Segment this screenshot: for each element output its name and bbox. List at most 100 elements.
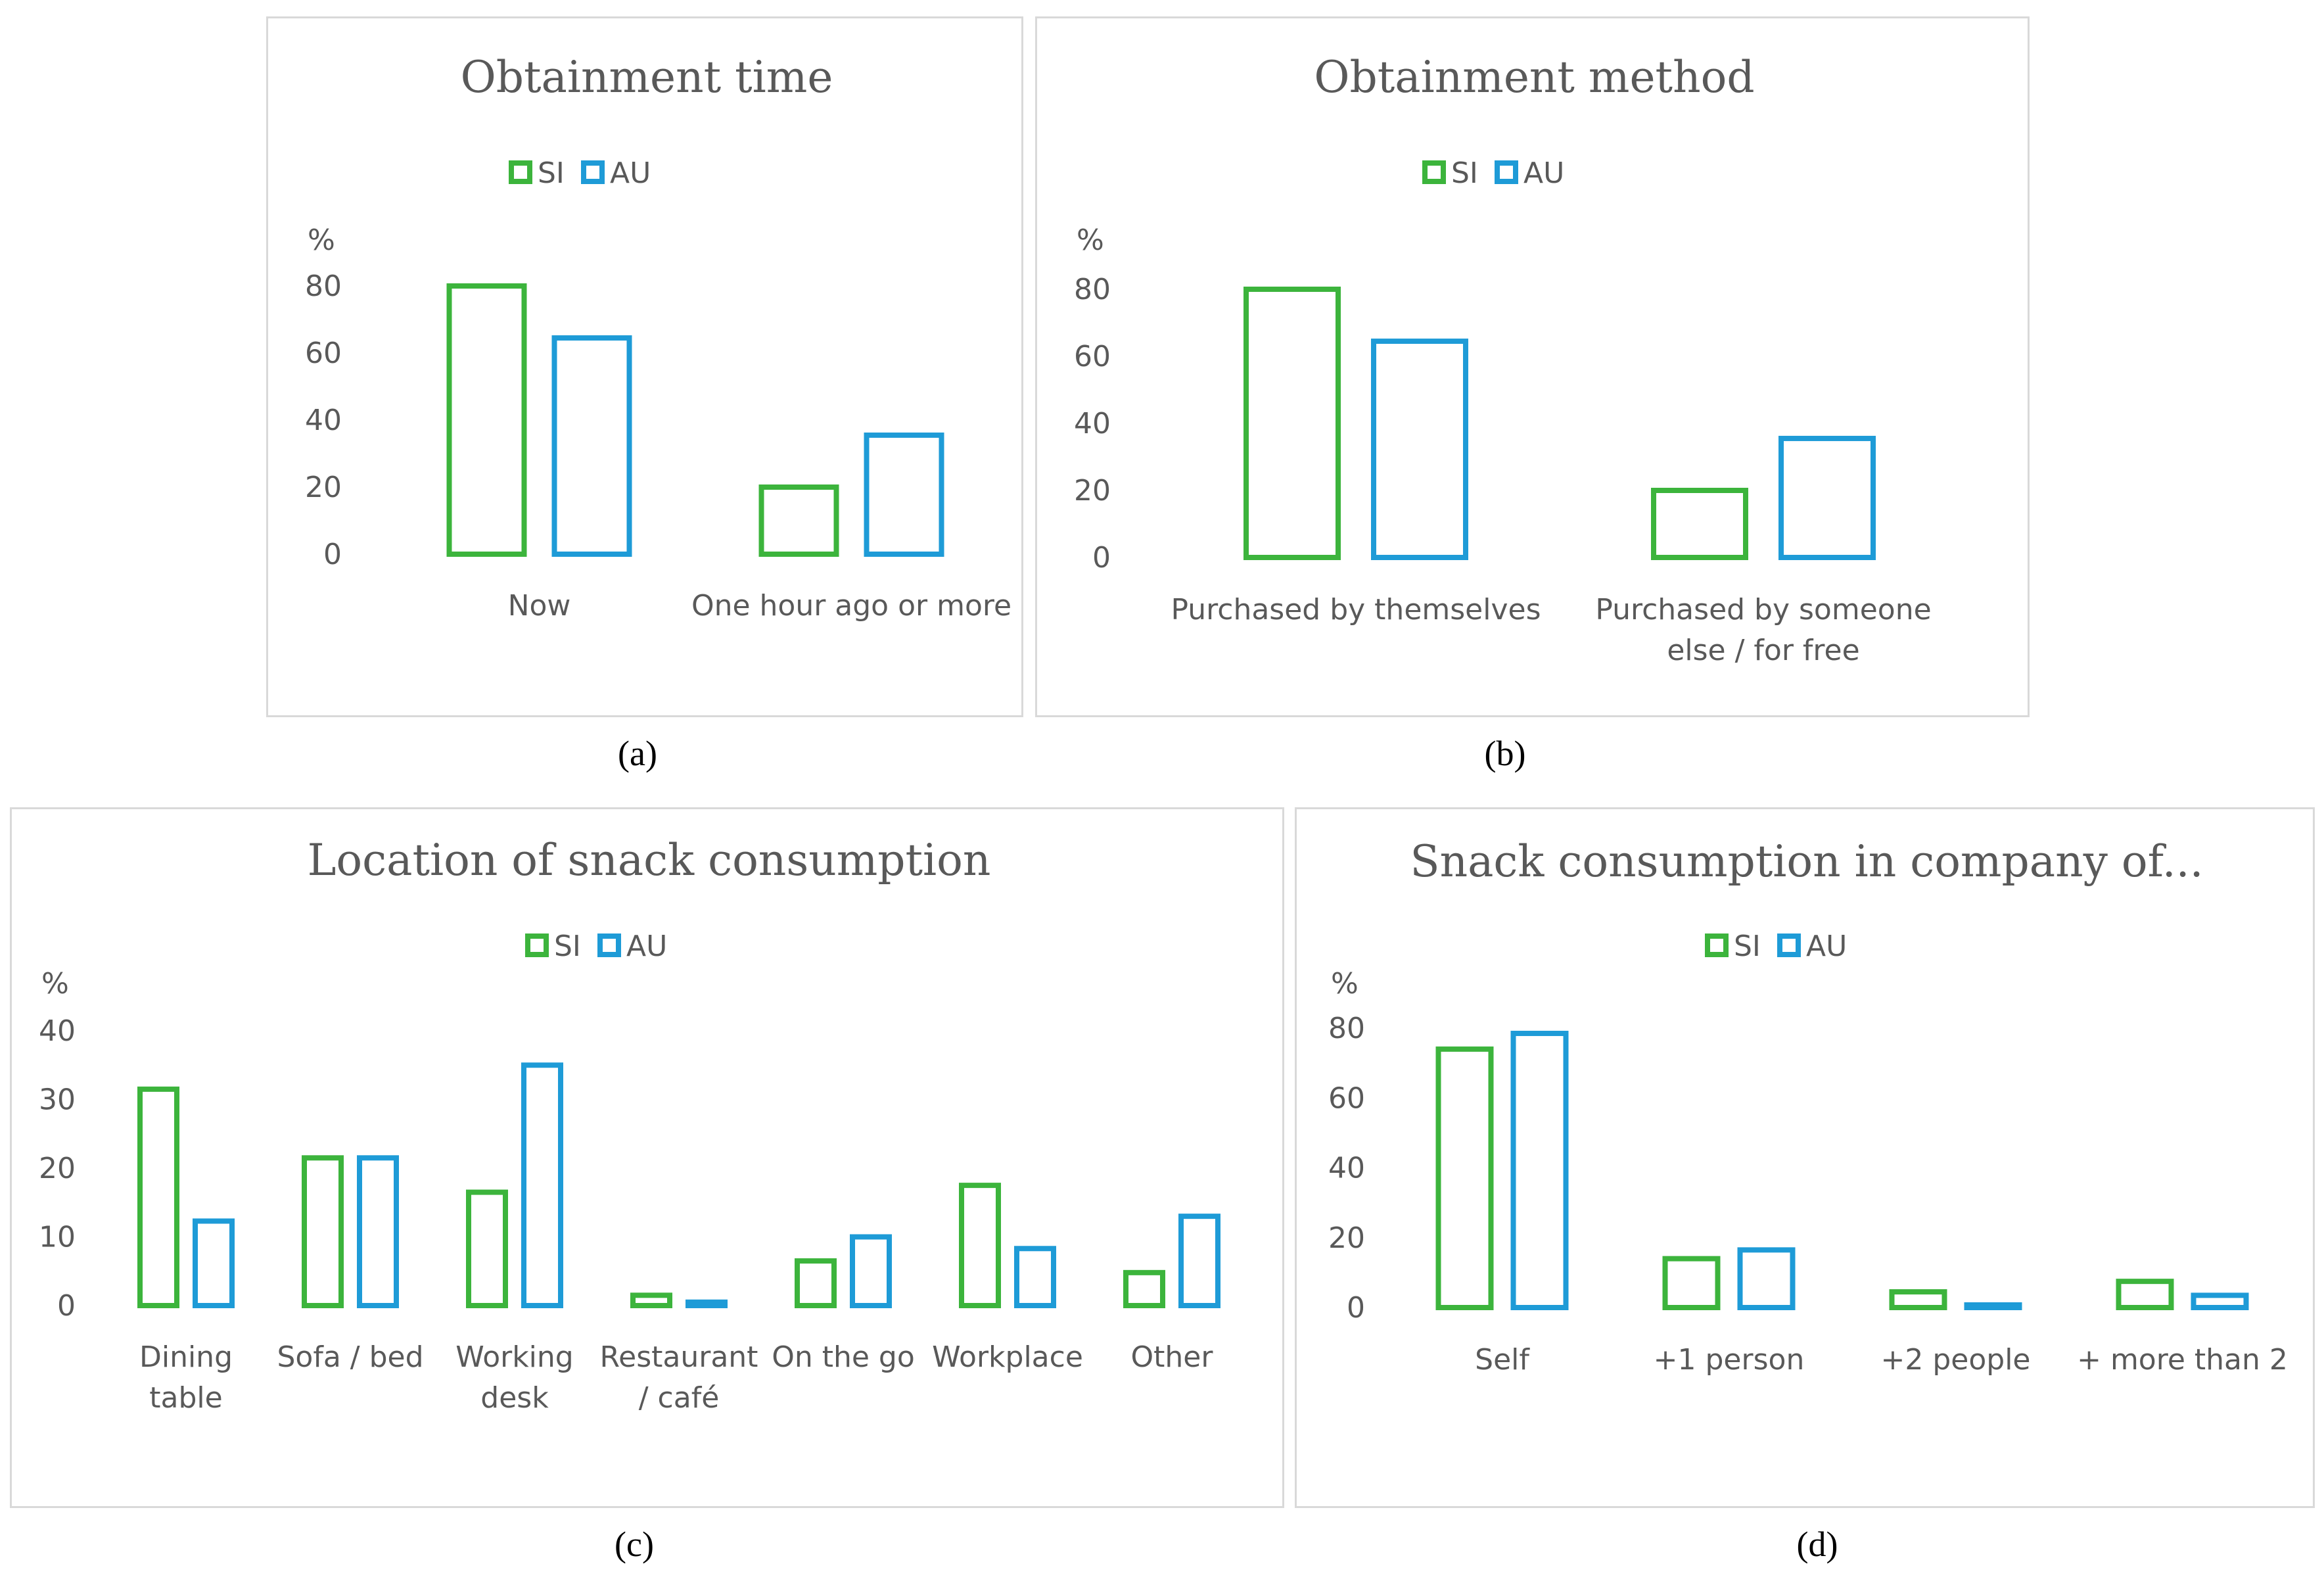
category-label: desk: [480, 1381, 549, 1415]
bar-au-0: [1371, 339, 1468, 560]
y-tick-label: 80: [1074, 273, 1111, 306]
legend-label-si: SI: [1451, 156, 1478, 190]
bar-au-2: [1964, 1302, 2022, 1310]
bar-au-2: [521, 1062, 563, 1308]
chart-panel-b: Obtainment method SI AU% 0 20 40 60 80 Purchased…: [1035, 16, 2030, 717]
bar-si-2: [1889, 1289, 1947, 1310]
category-label: Working: [455, 1340, 573, 1374]
y-tick-label: 30: [39, 1083, 76, 1117]
y-tick-label: 20: [39, 1152, 76, 1185]
category-label: Now: [508, 589, 571, 623]
category-label: One hour ago or more: [691, 589, 1011, 623]
y-axis-unit: %: [1331, 967, 1359, 1001]
bar-si-1: [1651, 488, 1748, 560]
legend-label-si: SI: [1734, 930, 1761, 963]
bar-si-1: [302, 1155, 344, 1309]
bar-si-6: [1123, 1269, 1165, 1309]
legend-swatch-au: [581, 160, 605, 184]
chart-panel-d: Snack consumption in company of... SI AU% 0…: [1295, 807, 2315, 1508]
bar-au-3: [2191, 1292, 2249, 1310]
chart-panel-c: Location of snack consumption SI AU% 0 10 20 3…: [10, 807, 1284, 1508]
category-label: Purchased by themselves: [1171, 593, 1541, 626]
legend-swatch-si: [1422, 160, 1446, 184]
bar-si-2: [466, 1189, 508, 1309]
y-tick-label: 20: [305, 471, 342, 504]
chart-c-svg: Location of snack consumption SI AU% 0 10 20 3…: [39, 835, 1220, 1415]
caption-c: (c): [615, 1524, 654, 1564]
chart-title: Obtainment method: [1314, 52, 1754, 103]
category-label: else / for free: [1667, 634, 1859, 667]
y-tick-label: 40: [1328, 1152, 1365, 1185]
y-axis-unit: %: [308, 224, 335, 257]
bar-au-0: [193, 1218, 235, 1309]
bar-au-5: [1014, 1246, 1056, 1309]
y-tick-label: 0: [57, 1289, 76, 1323]
category-label: Dining: [139, 1340, 233, 1374]
bar-au-0: [551, 335, 632, 557]
bar-au-0: [1510, 1030, 1569, 1310]
caption-b: (b): [1484, 734, 1526, 773]
y-axis-unit: %: [1077, 224, 1104, 257]
y-tick-label: 40: [1074, 407, 1111, 440]
bar-si-5: [959, 1183, 1001, 1308]
chart-title: Snack consumption in company of...: [1410, 836, 2203, 887]
chart-a-svg: Obtainment time SI AU% 0 20 40 60 80 Now One hour…: [305, 52, 1011, 623]
category-label: +2 people: [1881, 1343, 2031, 1377]
y-tick-label: 80: [305, 270, 342, 303]
y-tick-label: 80: [1328, 1012, 1365, 1045]
y-tick-label: 60: [1328, 1081, 1365, 1115]
legend-label-au: AU: [1523, 156, 1564, 190]
bar-si-1: [1662, 1256, 1721, 1310]
category-label: table: [149, 1381, 222, 1415]
legend-label-au: AU: [626, 930, 667, 963]
category-label: On the go: [772, 1340, 915, 1374]
y-tick-label: 20: [1074, 474, 1111, 508]
legend-swatch-au: [1495, 160, 1518, 184]
category-label: Other: [1131, 1340, 1214, 1374]
category-label: Restaurant: [600, 1340, 758, 1374]
category-label: Self: [1475, 1343, 1530, 1377]
legend-swatch-si: [1705, 933, 1729, 957]
bar-au-6: [1178, 1214, 1220, 1309]
caption-d: (d): [1796, 1524, 1838, 1564]
bar-au-1: [1737, 1247, 1796, 1310]
bar-si-0: [1243, 287, 1341, 560]
y-tick-label: 40: [305, 404, 342, 437]
legend-swatch-si: [525, 933, 549, 957]
chart-title: Location of snack consumption: [308, 835, 991, 886]
bar-au-1: [357, 1155, 399, 1309]
category-label: + more than 2: [2077, 1343, 2288, 1377]
legend-swatch-au: [597, 933, 621, 957]
y-tick-label: 0: [323, 538, 342, 571]
legend-label-si: SI: [538, 156, 565, 190]
y-tick-label: 60: [1074, 340, 1111, 373]
bar-si-0: [1435, 1046, 1494, 1310]
legend-label-au: AU: [1806, 930, 1847, 963]
y-tick-label: 0: [1092, 541, 1111, 575]
bar-si-3: [630, 1292, 672, 1309]
legend-label-au: AU: [610, 156, 651, 190]
chart-b-svg: Obtainment method SI AU% 0 20 40 60 80 Purchased…: [1074, 52, 1932, 667]
category-label: Sofa / bed: [277, 1340, 423, 1374]
bar-si-4: [795, 1258, 837, 1309]
legend-swatch-si: [509, 160, 532, 184]
bar-si-1: [758, 484, 839, 557]
bar-au-3: [686, 1299, 728, 1309]
category-label: / café: [639, 1381, 720, 1415]
y-tick-label: 20: [1328, 1221, 1365, 1255]
y-tick-label: 40: [39, 1014, 76, 1048]
y-tick-label: 10: [39, 1221, 76, 1254]
chart-d-svg: Snack consumption in company of... SI AU% 0…: [1328, 836, 2288, 1377]
chart-panel-a: Obtainment time SI AU% 0 20 40 60 80 Now One hour…: [266, 16, 1023, 717]
chart-title: Obtainment time: [461, 52, 833, 103]
bar-si-3: [2116, 1279, 2174, 1310]
bar-au-1: [864, 432, 944, 557]
y-tick-label: 60: [305, 337, 342, 370]
y-tick-label: 0: [1347, 1291, 1365, 1325]
bar-si-0: [137, 1086, 179, 1308]
legend-label-si: SI: [554, 930, 581, 963]
y-axis-unit: %: [41, 967, 69, 1001]
bar-au-4: [850, 1234, 892, 1308]
category-label: Workplace: [932, 1340, 1083, 1374]
category-label: Purchased by someone: [1595, 593, 1931, 626]
